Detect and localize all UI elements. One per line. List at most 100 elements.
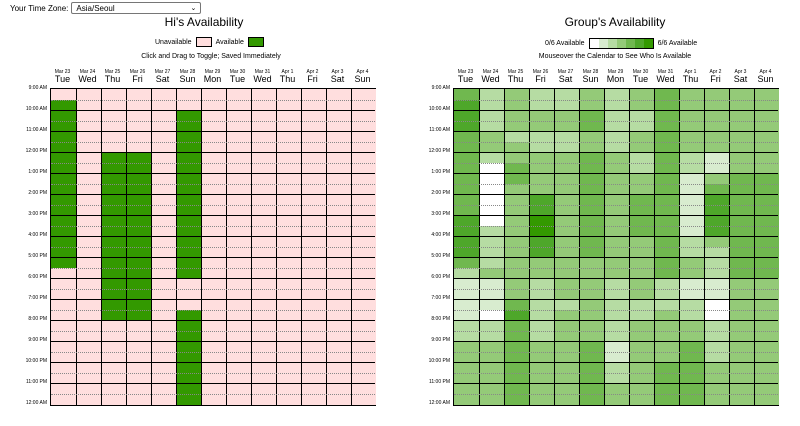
time-slot-cell[interactable] bbox=[679, 267, 704, 279]
time-slot-cell[interactable] bbox=[76, 204, 101, 216]
time-slot-cell[interactable] bbox=[504, 89, 529, 100]
time-slot-cell[interactable] bbox=[201, 288, 226, 300]
time-slot-cell[interactable] bbox=[176, 351, 201, 363]
time-slot-cell[interactable] bbox=[729, 257, 754, 268]
time-slot-cell[interactable] bbox=[126, 362, 151, 373]
time-slot-cell[interactable] bbox=[579, 236, 604, 247]
time-slot-cell[interactable] bbox=[504, 99, 529, 111]
time-slot-cell[interactable] bbox=[251, 215, 276, 226]
time-slot-cell[interactable] bbox=[754, 236, 779, 247]
time-slot-cell[interactable] bbox=[101, 236, 126, 247]
time-slot-cell[interactable] bbox=[301, 351, 326, 363]
time-slot-cell[interactable] bbox=[201, 194, 226, 205]
time-slot-cell[interactable] bbox=[251, 162, 276, 174]
time-slot-cell[interactable] bbox=[76, 257, 101, 268]
group-availability-grid[interactable] bbox=[453, 88, 779, 406]
time-slot-cell[interactable] bbox=[604, 131, 629, 142]
time-slot-cell[interactable] bbox=[226, 110, 251, 121]
time-slot-cell[interactable] bbox=[754, 120, 779, 132]
time-slot-cell[interactable] bbox=[754, 278, 779, 289]
time-slot-cell[interactable] bbox=[729, 267, 754, 279]
time-slot-cell[interactable] bbox=[654, 110, 679, 121]
time-slot-cell[interactable] bbox=[301, 236, 326, 247]
time-slot-cell[interactable] bbox=[679, 383, 704, 394]
time-slot-cell[interactable] bbox=[351, 383, 376, 394]
time-slot-cell[interactable] bbox=[351, 194, 376, 205]
time-slot-cell[interactable] bbox=[604, 330, 629, 342]
time-slot-cell[interactable] bbox=[704, 372, 729, 384]
time-slot-cell[interactable] bbox=[301, 309, 326, 321]
time-slot-cell[interactable] bbox=[579, 120, 604, 132]
time-slot-cell[interactable] bbox=[126, 351, 151, 363]
time-slot-cell[interactable] bbox=[201, 330, 226, 342]
time-slot-cell[interactable] bbox=[51, 330, 76, 342]
time-slot-cell[interactable] bbox=[554, 320, 579, 331]
time-slot-cell[interactable] bbox=[251, 110, 276, 121]
time-slot-cell[interactable] bbox=[226, 194, 251, 205]
time-slot-cell[interactable] bbox=[251, 257, 276, 268]
time-slot-cell[interactable] bbox=[579, 141, 604, 153]
time-slot-cell[interactable] bbox=[679, 141, 704, 153]
time-slot-cell[interactable] bbox=[554, 120, 579, 132]
time-slot-cell[interactable] bbox=[604, 173, 629, 184]
my-availability-grid[interactable] bbox=[50, 88, 376, 406]
time-slot-cell[interactable] bbox=[604, 110, 629, 121]
time-slot-cell[interactable] bbox=[604, 278, 629, 289]
time-slot-cell[interactable] bbox=[351, 162, 376, 174]
time-slot-cell[interactable] bbox=[326, 341, 351, 352]
time-slot-cell[interactable] bbox=[351, 89, 376, 100]
time-slot-cell[interactable] bbox=[201, 141, 226, 153]
time-slot-cell[interactable] bbox=[176, 173, 201, 184]
time-slot-cell[interactable] bbox=[729, 194, 754, 205]
time-slot-cell[interactable] bbox=[679, 341, 704, 352]
time-slot-cell[interactable] bbox=[201, 173, 226, 184]
time-slot-cell[interactable] bbox=[554, 141, 579, 153]
time-slot-cell[interactable] bbox=[704, 225, 729, 237]
time-slot-cell[interactable] bbox=[554, 278, 579, 289]
time-slot-cell[interactable] bbox=[226, 309, 251, 321]
time-slot-cell[interactable] bbox=[51, 215, 76, 226]
time-slot-cell[interactable] bbox=[704, 309, 729, 321]
time-slot-cell[interactable] bbox=[126, 393, 151, 405]
time-slot-cell[interactable] bbox=[529, 141, 554, 153]
time-slot-cell[interactable] bbox=[504, 131, 529, 142]
time-slot-cell[interactable] bbox=[101, 204, 126, 216]
time-slot-cell[interactable] bbox=[251, 383, 276, 394]
time-slot-cell[interactable] bbox=[301, 173, 326, 184]
time-slot-cell[interactable] bbox=[276, 204, 301, 216]
time-slot-cell[interactable] bbox=[351, 99, 376, 111]
time-slot-cell[interactable] bbox=[529, 194, 554, 205]
time-slot-cell[interactable] bbox=[201, 110, 226, 121]
time-slot-cell[interactable] bbox=[126, 110, 151, 121]
time-slot-cell[interactable] bbox=[479, 278, 504, 289]
time-slot-cell[interactable] bbox=[51, 246, 76, 258]
time-slot-cell[interactable] bbox=[554, 257, 579, 268]
time-slot-cell[interactable] bbox=[729, 162, 754, 174]
time-slot-cell[interactable] bbox=[226, 341, 251, 352]
time-slot-cell[interactable] bbox=[151, 383, 176, 394]
time-slot-cell[interactable] bbox=[176, 309, 201, 321]
time-slot-cell[interactable] bbox=[101, 246, 126, 258]
time-slot-cell[interactable] bbox=[579, 372, 604, 384]
time-slot-cell[interactable] bbox=[654, 278, 679, 289]
time-slot-cell[interactable] bbox=[479, 89, 504, 100]
time-slot-cell[interactable] bbox=[251, 351, 276, 363]
time-slot-cell[interactable] bbox=[251, 173, 276, 184]
time-slot-cell[interactable] bbox=[351, 288, 376, 300]
time-slot-cell[interactable] bbox=[554, 225, 579, 237]
time-slot-cell[interactable] bbox=[629, 110, 654, 121]
time-slot-cell[interactable] bbox=[201, 320, 226, 331]
time-slot-cell[interactable] bbox=[604, 393, 629, 405]
time-slot-cell[interactable] bbox=[176, 288, 201, 300]
time-slot-cell[interactable] bbox=[176, 131, 201, 142]
time-slot-cell[interactable] bbox=[151, 278, 176, 289]
time-slot-cell[interactable] bbox=[101, 225, 126, 237]
time-slot-cell[interactable] bbox=[301, 257, 326, 268]
time-slot-cell[interactable] bbox=[126, 215, 151, 226]
time-slot-cell[interactable] bbox=[454, 215, 479, 226]
time-slot-cell[interactable] bbox=[326, 351, 351, 363]
time-slot-cell[interactable] bbox=[351, 320, 376, 331]
time-slot-cell[interactable] bbox=[529, 225, 554, 237]
time-slot-cell[interactable] bbox=[729, 278, 754, 289]
time-slot-cell[interactable] bbox=[151, 246, 176, 258]
